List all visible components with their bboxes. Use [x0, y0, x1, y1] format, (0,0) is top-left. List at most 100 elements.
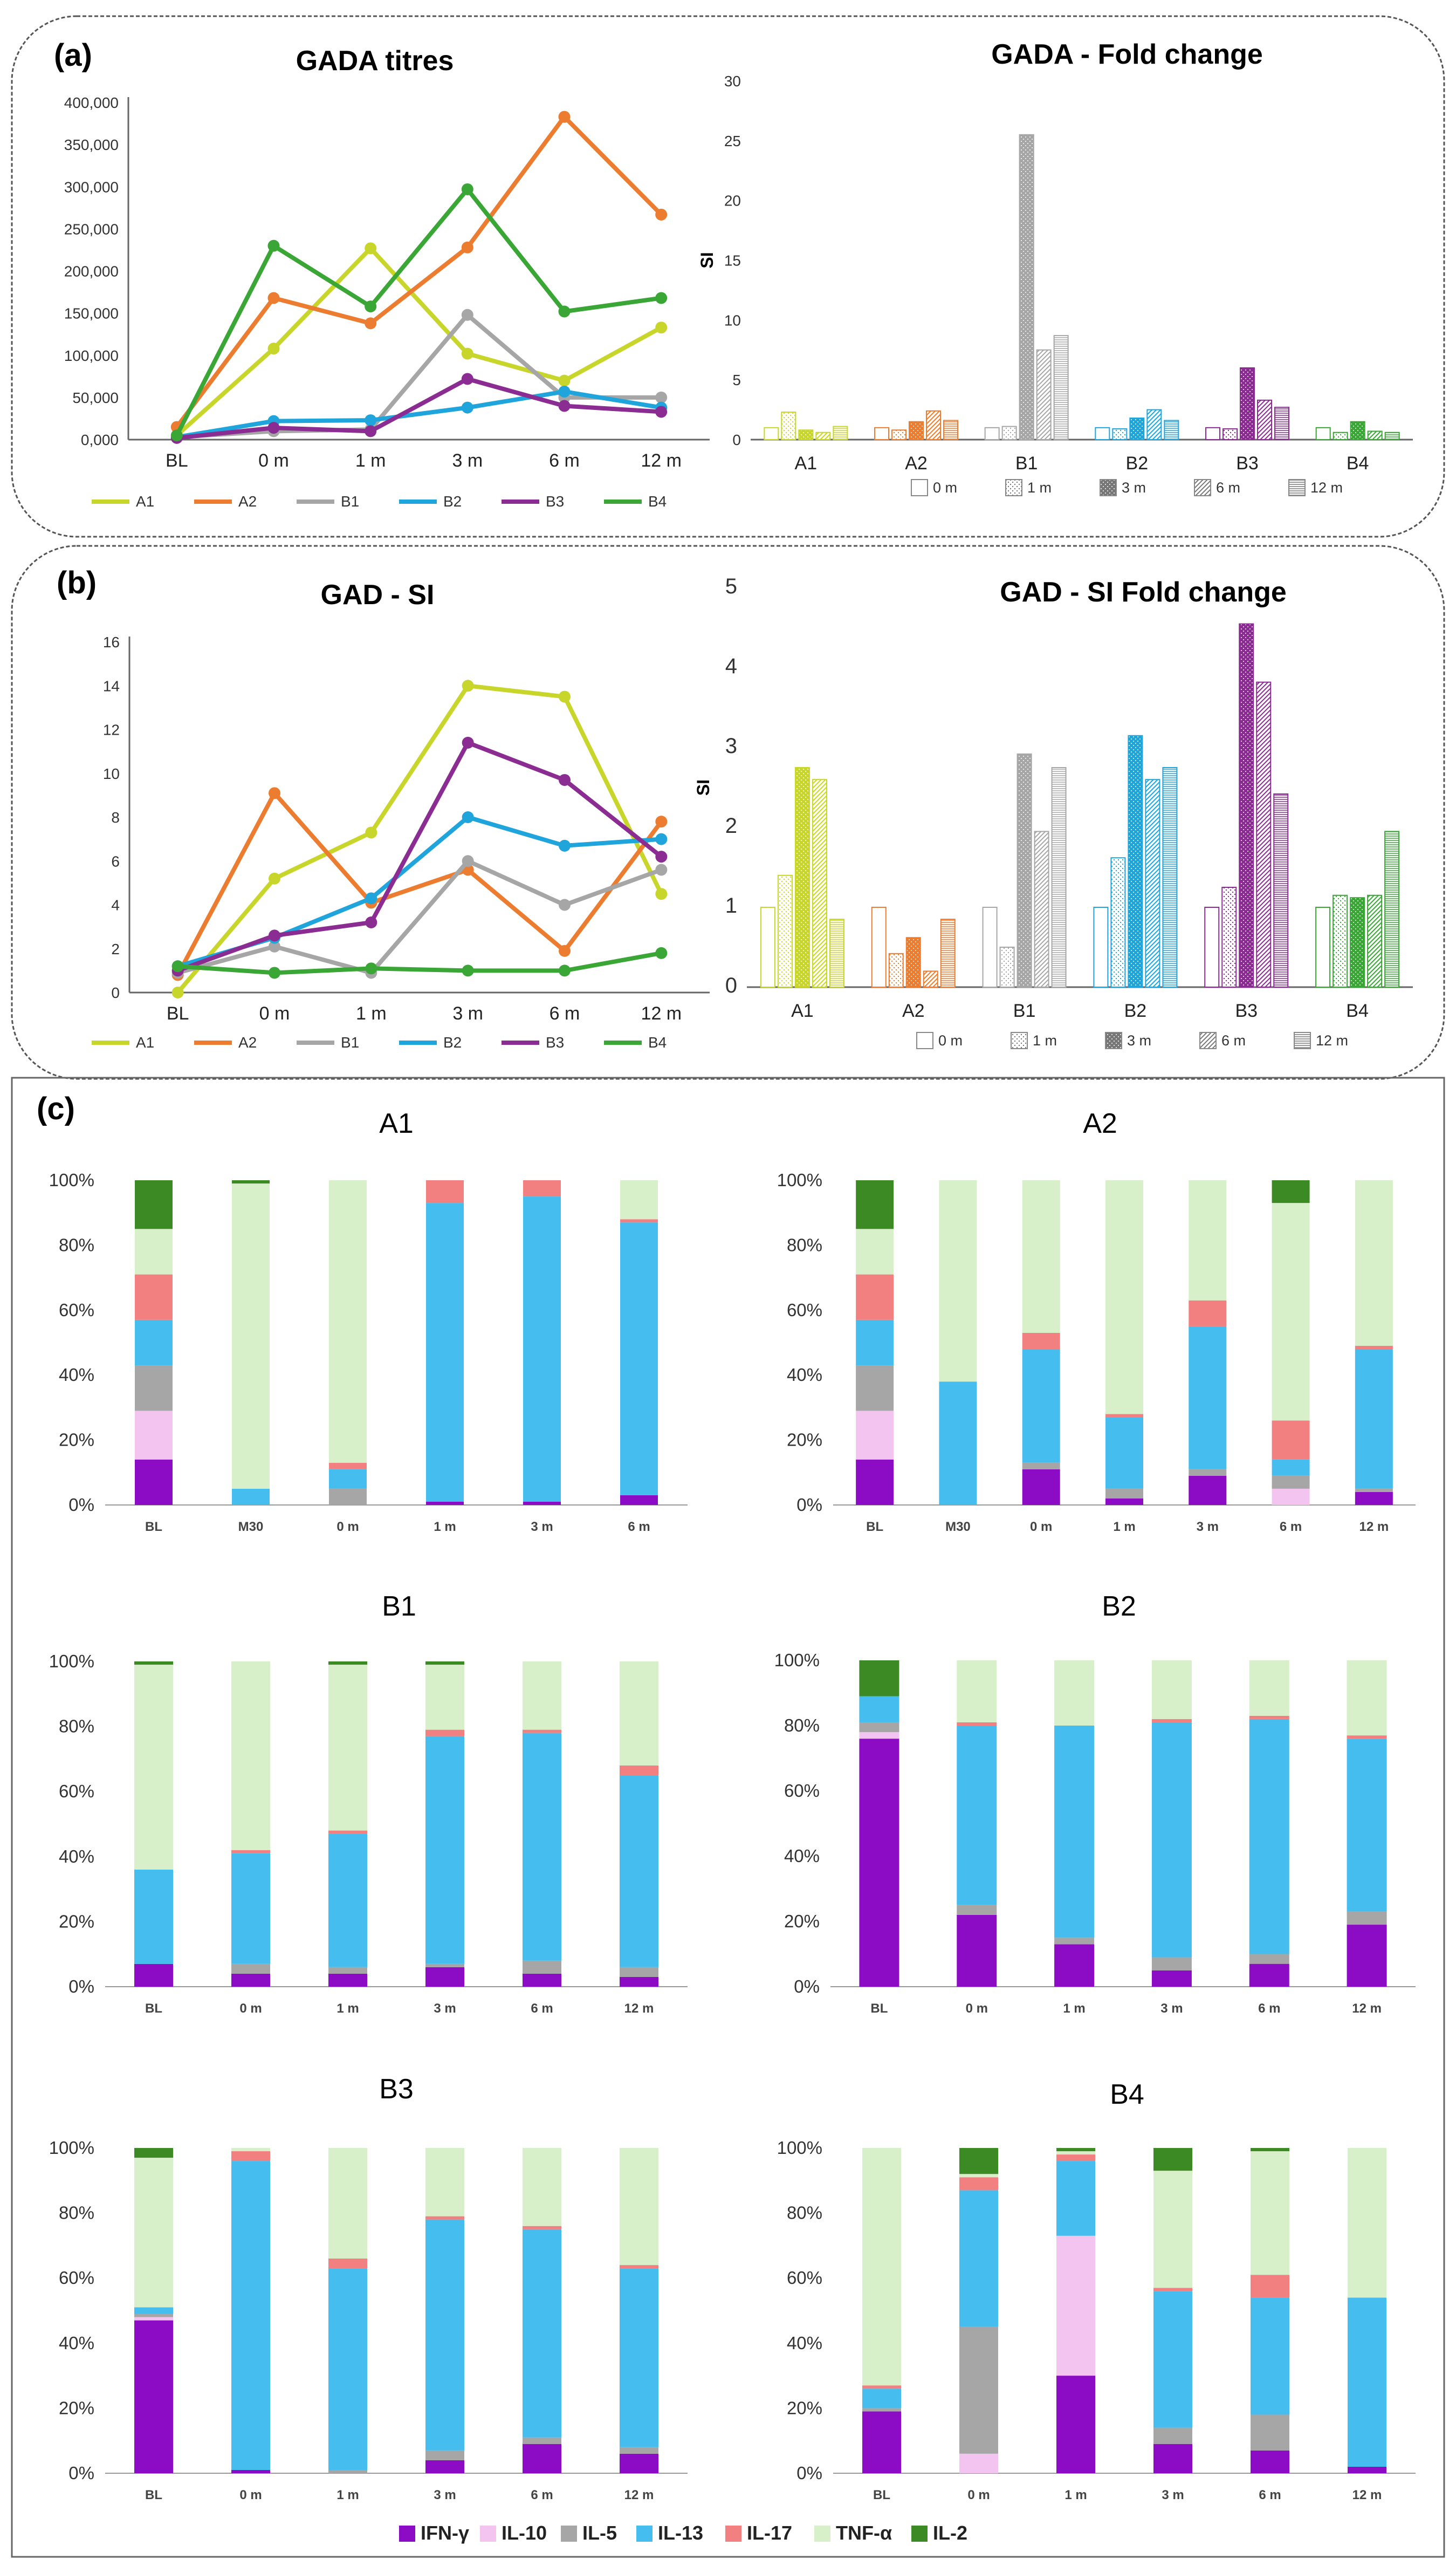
- point-b4-4: [558, 305, 571, 318]
- legend-label-3-m: 3 m: [1122, 480, 1146, 496]
- point-a2-1: [269, 787, 280, 799]
- segment-bl-il-5: [134, 2314, 173, 2317]
- point-a2-1: [267, 292, 280, 304]
- segment-0-m-tnf: [329, 1180, 367, 1463]
- point-a1-3: [461, 347, 473, 360]
- segment-12-m-ifn: [1348, 2466, 1386, 2473]
- segment-0-m-tnf: [959, 2174, 998, 2178]
- segment-3-m-il-13: [1151, 1722, 1192, 1958]
- legend-label-a2: A2: [238, 1034, 257, 1051]
- panel-b-label: (b): [57, 565, 97, 600]
- point-b4-2: [365, 962, 377, 975]
- series-line-b2: [176, 389, 662, 440]
- bar-a1-12-m: [833, 426, 848, 440]
- y-tick-label: 0: [725, 974, 737, 997]
- bar-b4-6-m: [1367, 894, 1383, 988]
- y-tick-label: 80%: [787, 2203, 822, 2223]
- legend-label-a1: A1: [136, 1034, 154, 1051]
- panel-c-frame: [11, 1077, 1445, 2558]
- x-tick-label: 12 m: [1359, 1520, 1389, 1534]
- segment-6-m-il-5: [523, 2437, 561, 2444]
- segment-6-m-il-13: [523, 2229, 561, 2438]
- segment-6-m-il-13: [1251, 2297, 1289, 2415]
- segment-3-m-il-13: [425, 1736, 464, 1964]
- point-b4-4: [559, 964, 571, 977]
- segment-12-m-il-5: [620, 2447, 658, 2454]
- legend-label-0-m: 0 m: [938, 1032, 963, 1049]
- segment-3-m-ifn: [425, 1967, 464, 1987]
- bar-b1-6-m: [1036, 349, 1052, 440]
- y-tick-label: 350,000: [64, 136, 119, 153]
- legend-label-b3: B3: [546, 1034, 564, 1051]
- y-tick-label: 60%: [787, 2268, 822, 2288]
- x-tick-label: 3 m: [1162, 2488, 1184, 2502]
- y-tick-label: 0%: [68, 1976, 94, 1996]
- segment-12-m-il-17: [1347, 1735, 1387, 1739]
- y-tick-label: 0,000: [81, 432, 119, 448]
- segment-3-m-il-13: [1189, 1326, 1227, 1469]
- segment-1-m-il-2: [328, 1661, 367, 1665]
- point-b2-4: [558, 385, 571, 398]
- x-tick-label: 3 m: [531, 1520, 553, 1534]
- segment-1-m-tnf: [328, 2148, 367, 2259]
- segment-1-m-il-13: [328, 2268, 367, 2470]
- y-tick-label: 8: [111, 809, 120, 826]
- segment-1-m-il-5: [1054, 1938, 1095, 1945]
- bar-b3-12-m: [1273, 793, 1289, 988]
- segment-bl-il-10: [134, 2317, 173, 2321]
- x-tick-label: 12 m: [1352, 2001, 1382, 2016]
- y-tick-label: 100%: [49, 1170, 94, 1190]
- series-line-b1: [177, 859, 662, 975]
- bar-b4-12-m: [1384, 831, 1400, 988]
- bar-a1-0-m: [764, 427, 779, 440]
- segment-0-m-il-17: [957, 1722, 997, 1726]
- segment-1-m-tnf: [1056, 2151, 1095, 2155]
- x-tick-label: BL: [145, 1520, 162, 1534]
- segment-1-m-ifn: [1054, 1944, 1095, 1987]
- bar-b1-3-m: [1017, 753, 1032, 988]
- point-a1-1: [269, 872, 280, 885]
- segment-bl-tnf: [134, 2158, 173, 2308]
- x-tick-label: 12 m: [624, 2488, 654, 2502]
- segment-bl-il-2: [856, 1180, 894, 1229]
- segment-1-m-il-17: [1105, 1414, 1143, 1418]
- segment-3-m-ifn: [1153, 2444, 1192, 2473]
- segment-1-m-tnf: [1105, 1180, 1143, 1414]
- x-tick-label: 6 m: [550, 1003, 580, 1024]
- chart-title: B4: [1110, 2079, 1144, 2110]
- legend-label-6-m: 6 m: [1216, 480, 1240, 496]
- y-tick-label: 30: [724, 73, 741, 90]
- point-a1-4: [559, 690, 571, 703]
- y-tick-label: 0%: [794, 1976, 820, 1996]
- bar-b1-6-m: [1034, 831, 1049, 988]
- segment-12-m-il-17: [620, 1765, 658, 1776]
- bar-b4-6-m: [1367, 430, 1383, 441]
- bar-a2-12-m: [943, 420, 958, 440]
- segment-6-m-tnf: [523, 1661, 561, 1730]
- cytokine-legend: IFN-γ IL-10 IL-5 IL-13 IL-17 TNF-α IL-2: [399, 2522, 967, 2544]
- segment-12-m-il-13: [1347, 1739, 1387, 1912]
- y-tick-label: 20%: [59, 1911, 94, 1931]
- y-tick-label: 100%: [49, 1651, 94, 1671]
- point-b1-3: [461, 309, 473, 321]
- point-a2-5: [655, 208, 668, 221]
- series-line-b3: [177, 740, 663, 973]
- segment-bl-il-13: [134, 1869, 173, 1964]
- segment-0-m-il-17: [1022, 1332, 1060, 1350]
- y-tick-label: 200,000: [64, 263, 119, 280]
- y-tick-label: 3: [725, 734, 737, 758]
- segment-6-m-tnf: [620, 1180, 658, 1220]
- y-tick-label: 60%: [59, 1300, 94, 1320]
- point-b4-5: [655, 292, 668, 304]
- x-tick-label: 12 m: [641, 1003, 682, 1024]
- point-b3-2: [365, 425, 377, 437]
- legend-label-a1: A1: [136, 493, 154, 510]
- segment-3-m-il-17: [1189, 1300, 1227, 1326]
- legend-swatch-0-m: [911, 479, 928, 496]
- segment-bl-il-13: [134, 2307, 173, 2314]
- segment-1-m-il-17: [426, 1180, 464, 1203]
- bar-b3-0-m: [1204, 907, 1220, 988]
- bar-b3-0-m: [1205, 427, 1220, 440]
- y-tick-label: 40%: [59, 1846, 94, 1866]
